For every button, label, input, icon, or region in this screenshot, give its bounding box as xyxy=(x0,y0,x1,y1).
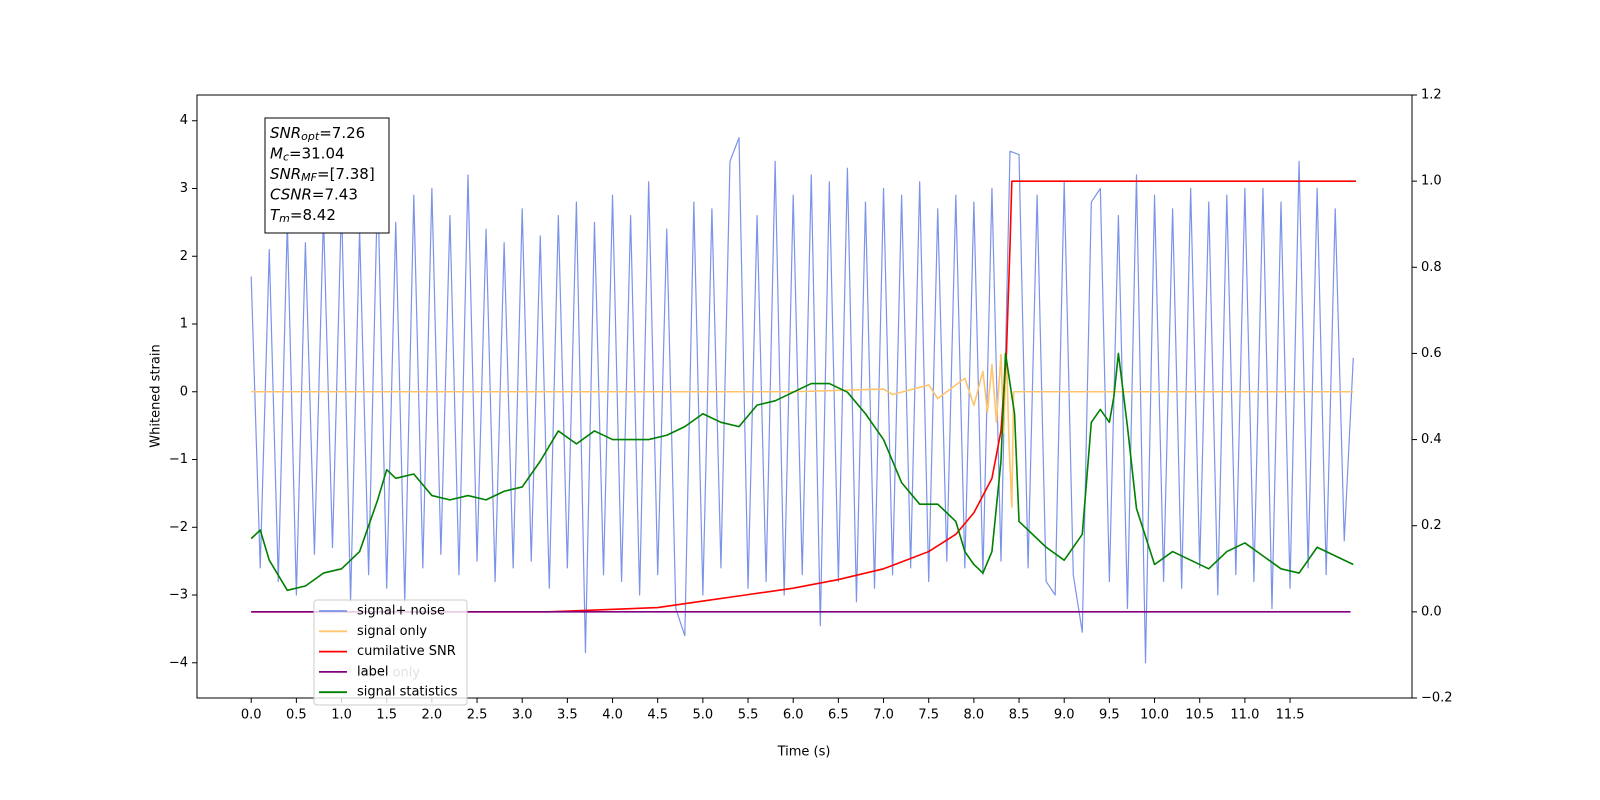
info-box xyxy=(264,117,390,234)
y2-tick-label: 0.2 xyxy=(1421,518,1442,533)
series-line xyxy=(250,352,1354,592)
info-rest: =31.04 xyxy=(289,144,345,162)
info-main: T xyxy=(270,206,281,224)
y2-tick-label: 0.8 xyxy=(1421,260,1442,275)
info-main: CSNR xyxy=(270,185,312,203)
x-tick-label: 9.0 xyxy=(1054,708,1075,723)
x-tick-label: 9.5 xyxy=(1099,708,1120,723)
x-tick-label: 0.0 xyxy=(241,708,262,723)
x-tick-label: 6.0 xyxy=(783,708,804,723)
x-tick-label: 2.5 xyxy=(467,708,488,723)
plot-frame xyxy=(196,94,1413,699)
legend-box xyxy=(313,599,468,706)
x-tick-label: 5.0 xyxy=(693,708,714,723)
info-line: Mc=31.04 xyxy=(270,144,345,164)
x-tick-label: 3.0 xyxy=(512,708,533,723)
info-line: SNRMF=[7.38] xyxy=(270,165,375,185)
legend-label: signal+ noise xyxy=(357,604,445,619)
x-tick-label: 4.5 xyxy=(647,708,668,723)
x-tick-label: 3.5 xyxy=(557,708,578,723)
y-tick-label: 1 xyxy=(180,317,188,332)
x-tick-label: 1.0 xyxy=(331,708,352,723)
info-rest: =[7.38] xyxy=(317,165,375,183)
y2-tick-label: 1.0 xyxy=(1421,174,1442,189)
x-tick-label: 11.5 xyxy=(1276,708,1305,723)
info-sub: m xyxy=(279,212,290,225)
y2-tick-label: 0.6 xyxy=(1421,346,1442,361)
info-line: SNRopt=7.26 xyxy=(270,124,365,144)
info-rest: =8.42 xyxy=(290,206,336,224)
legend-label: label xyxy=(357,664,388,679)
y-tick-label: 0 xyxy=(180,384,188,399)
legend-label: signal only xyxy=(357,624,427,639)
y2-tick-label: 1.2 xyxy=(1421,88,1442,103)
info-rest: =7.26 xyxy=(319,124,365,142)
y2-tick-label: 0.0 xyxy=(1421,604,1442,619)
y-tick-label: 4 xyxy=(180,113,188,128)
info-sub: MF xyxy=(301,171,317,184)
y-axis-label: Whitened strain xyxy=(149,344,164,447)
series-line xyxy=(250,137,1354,664)
legend-label: cumilative SNR xyxy=(357,644,456,659)
y2-tick-label: −0.2 xyxy=(1421,691,1453,706)
y2-tick-label: 0.4 xyxy=(1421,432,1442,447)
info-sub: opt xyxy=(301,130,320,143)
legend-label: signal statistics xyxy=(357,685,458,700)
series-line xyxy=(251,350,1354,508)
x-tick-label: 10.5 xyxy=(1185,708,1214,723)
y-tick-label: −2 xyxy=(169,520,188,535)
series-line xyxy=(251,180,1356,613)
x-tick-label: 7.0 xyxy=(873,708,894,723)
x-tick-label: 2.0 xyxy=(422,708,443,723)
series-group xyxy=(250,137,1356,664)
x-tick-label: 5.5 xyxy=(738,708,759,723)
info-main: SNR xyxy=(270,165,301,183)
y-tick-label: 2 xyxy=(180,249,188,264)
x-tick-label: 7.5 xyxy=(918,708,939,723)
info-sub: c xyxy=(283,151,289,164)
x-tick-label: 6.5 xyxy=(828,708,849,723)
info-main: M xyxy=(270,144,283,162)
info-line: Tm=8.42 xyxy=(270,206,336,226)
y-tick-label: 3 xyxy=(180,181,188,196)
x-tick-label: 10.0 xyxy=(1140,708,1169,723)
x-axis-label: Time (s) xyxy=(777,745,831,760)
y-tick-label: −3 xyxy=(169,588,188,603)
x-tick-label: 0.5 xyxy=(286,708,307,723)
info-rest: =7.43 xyxy=(312,185,358,203)
x-tick-label: 4.0 xyxy=(602,708,623,723)
info-main: SNR xyxy=(270,124,301,142)
x-tick-label: 1.5 xyxy=(376,708,397,723)
x-tick-label: 8.5 xyxy=(1009,708,1030,723)
y-tick-label: −4 xyxy=(169,655,188,670)
info-line: CSNR=7.43 xyxy=(270,185,358,203)
y-tick-label: −1 xyxy=(169,452,188,467)
x-tick-label: 8.0 xyxy=(964,708,985,723)
x-tick-label: 11.0 xyxy=(1230,708,1259,723)
